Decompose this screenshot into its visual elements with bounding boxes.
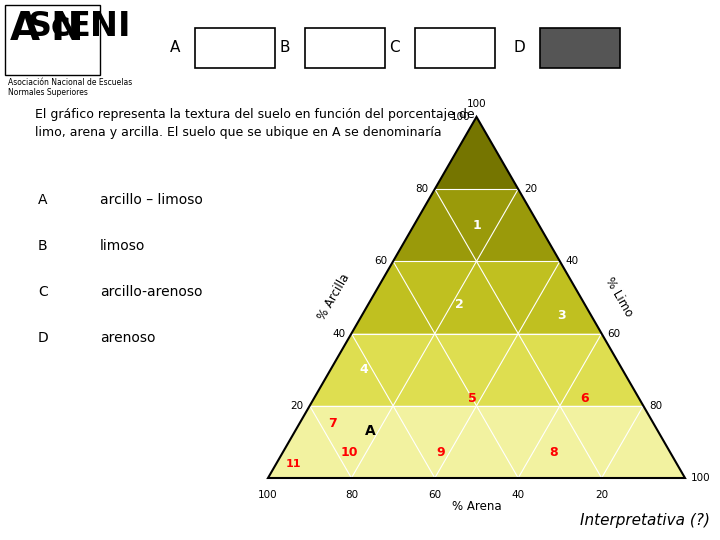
Text: D: D <box>38 331 49 345</box>
Polygon shape <box>351 261 602 334</box>
Text: 6: 6 <box>580 392 589 405</box>
Text: % Arena: % Arena <box>451 500 501 513</box>
Text: B: B <box>279 40 290 56</box>
Text: 1: 1 <box>472 219 481 232</box>
Text: 80: 80 <box>415 184 429 194</box>
Text: Sc: Sc <box>28 10 72 43</box>
Text: Interpretativa (?): Interpretativa (?) <box>580 513 710 528</box>
Polygon shape <box>310 334 643 406</box>
Text: 60: 60 <box>428 490 441 500</box>
Text: Asociación Nacional de Escuelas: Asociación Nacional de Escuelas <box>8 78 132 87</box>
Text: 20: 20 <box>595 490 608 500</box>
Text: A: A <box>10 10 40 48</box>
Text: B: B <box>38 239 48 253</box>
Text: 7: 7 <box>328 417 337 430</box>
Text: 40: 40 <box>566 256 579 266</box>
Text: A: A <box>365 424 376 438</box>
Text: 100: 100 <box>467 99 486 109</box>
Text: C: C <box>38 285 48 299</box>
Bar <box>305 28 385 68</box>
Text: 100: 100 <box>451 112 470 122</box>
Bar <box>540 28 620 68</box>
Text: 60: 60 <box>608 328 621 339</box>
Text: % Arcilla: % Arcilla <box>316 272 353 323</box>
Text: 100: 100 <box>258 490 278 500</box>
Text: C: C <box>390 40 400 56</box>
Text: 20: 20 <box>524 184 537 194</box>
Text: arcillo-arenoso: arcillo-arenoso <box>100 285 202 299</box>
Text: ENI: ENI <box>68 10 132 43</box>
Text: N: N <box>50 10 83 48</box>
Text: 60: 60 <box>374 256 387 266</box>
Text: 8: 8 <box>549 446 558 459</box>
Text: 2: 2 <box>456 298 464 311</box>
Text: 40: 40 <box>512 490 525 500</box>
Text: 80: 80 <box>649 401 662 411</box>
Text: 20: 20 <box>291 401 304 411</box>
Polygon shape <box>435 117 518 189</box>
Text: A: A <box>170 40 180 56</box>
Bar <box>415 28 495 68</box>
Text: 100: 100 <box>691 473 711 483</box>
Text: El gráfico representa la textura del suelo en función del porcentaje de
limo, ar: El gráfico representa la textura del sue… <box>35 108 474 139</box>
Text: arenoso: arenoso <box>100 331 156 345</box>
Polygon shape <box>393 189 560 261</box>
Text: 40: 40 <box>332 328 346 339</box>
Text: 10: 10 <box>341 446 358 459</box>
Bar <box>195 28 275 68</box>
Text: 4: 4 <box>359 363 369 376</box>
Polygon shape <box>268 406 685 478</box>
Text: 80: 80 <box>345 490 358 500</box>
Text: A: A <box>38 193 48 207</box>
Text: Normales Superiores: Normales Superiores <box>8 88 88 97</box>
Text: limoso: limoso <box>100 239 145 253</box>
Bar <box>5 5 100 75</box>
Text: % Limo: % Limo <box>602 275 635 320</box>
Text: 9: 9 <box>437 446 446 459</box>
Text: D: D <box>513 40 525 56</box>
Text: arcillo – limoso: arcillo – limoso <box>100 193 203 207</box>
Text: 3: 3 <box>558 309 567 322</box>
Text: 5: 5 <box>468 392 477 405</box>
Text: 11: 11 <box>285 458 301 469</box>
